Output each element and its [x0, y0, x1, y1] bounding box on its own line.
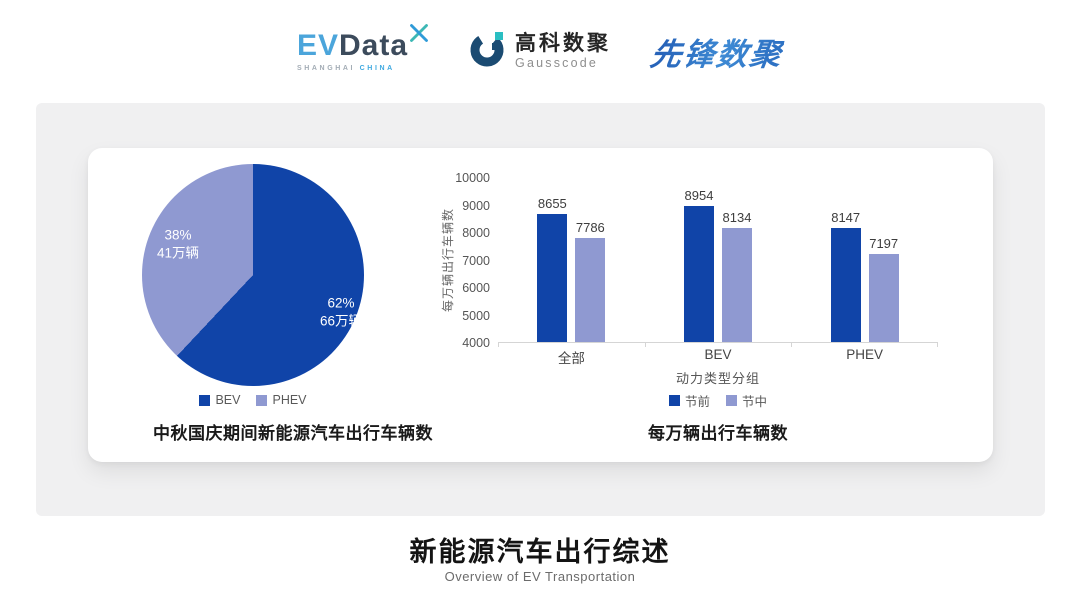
y-tick-label: 6000: [462, 281, 490, 295]
bar-节前: 8954: [684, 188, 714, 342]
evdata-logo-subtitle: SHANGHAI CHINA: [296, 64, 395, 72]
pie-chart-area: 38% 41万辆 62% 66万辆: [142, 164, 364, 386]
bar-节前: 8147: [830, 210, 861, 342]
charts-card: 38% 41万辆 62% 66万辆 BEV PHEV 中秋国庆期间新能源: [88, 148, 993, 462]
legend-swatch-mid-holiday: [726, 395, 737, 406]
legend-swatch-pre-holiday: [668, 395, 680, 406]
axis-tick: [644, 343, 646, 347]
category-axis: 全部 BEV PHEV: [498, 347, 938, 367]
legend-item-mid-holiday: 节中: [726, 391, 767, 410]
evdata-logo-ev: EV: [296, 28, 339, 62]
bar-group: 8954 8134: [645, 178, 792, 342]
page-subtitle: Overview of EV Transportation: [444, 569, 636, 584]
axis-tick: [937, 343, 938, 347]
page-title: 新能源汽车出行综述: [409, 537, 671, 567]
pie-legend: BEV PHEV: [142, 393, 364, 407]
bar-group: 8655 7786: [498, 178, 645, 342]
bar-节中: 7197: [868, 236, 899, 342]
bar-plot-area: 8655 7786 8954 8134 8147 7197: [498, 178, 938, 347]
gausscode-logo-en: Gausscode: [515, 55, 599, 70]
logo-bar: EV Data SHANGHAI CHINA: [0, 18, 1080, 84]
evdata-logo-data: Data: [339, 28, 409, 62]
y-tick-label: 8000: [462, 226, 490, 240]
y-tick-label: 5000: [462, 308, 490, 323]
category-label: BEV: [704, 347, 732, 362]
bar-value-label: 8655: [537, 196, 567, 211]
evdata-logo: EV Data SHANGHAI CHINA: [296, 23, 428, 72]
bar-节中: 7786: [575, 220, 606, 342]
pie-chart: [142, 164, 364, 386]
category-label: PHEV: [846, 347, 884, 362]
bar-value-label: 7786: [575, 220, 605, 235]
y-tick-label: 9000: [462, 198, 490, 213]
bar-节中: 8134: [722, 210, 752, 342]
gausscode-logo-cn: 高科数聚: [515, 31, 612, 55]
y-tick-label: 10000: [455, 171, 490, 185]
category-label: 全部: [557, 351, 585, 366]
bar-legend: 节前 节中: [498, 391, 938, 410]
xianfeng-logo: 先锋数聚: [648, 29, 786, 74]
legend-swatch-bev: [199, 394, 211, 406]
legend-item-bev: BEV: [199, 393, 240, 407]
pie-slice-label-phev: 38% 41万辆: [156, 227, 200, 260]
bar-chart-title: 每万辆出行车辆数: [648, 424, 788, 443]
pie-chart-title: 中秋国庆期间新能源汽车出行车辆数: [153, 424, 433, 443]
legend-item-phev: PHEV: [256, 393, 307, 407]
axis-tick: [498, 343, 499, 347]
axis-tick: [791, 343, 793, 347]
x-axis-label: 动力类型分组: [675, 371, 760, 386]
legend-item-pre-holiday: 节前: [668, 391, 710, 410]
bar-value-label: 7197: [869, 236, 899, 251]
report-panel: 38% 41万辆 62% 66万辆 BEV PHEV 中秋国庆期间新能源: [36, 103, 1045, 516]
bar-value-label: 8954: [684, 188, 714, 203]
bar-group: 8147 7197: [791, 178, 938, 342]
gausscode-logo: 高科数聚 Gausscode: [468, 30, 611, 73]
legend-swatch-phev: [256, 394, 268, 406]
y-tick-label: 4000: [462, 336, 490, 350]
gausscode-g-icon: [468, 30, 506, 73]
bar-value-label: 8134: [722, 210, 752, 225]
y-tick-label: 7000: [462, 253, 490, 268]
pie-slice-label-bev: 62% 66万辆: [319, 295, 363, 328]
bar-value-label: 8147: [831, 210, 861, 225]
bar-节前: 8655: [537, 196, 568, 342]
evdata-x-icon: [409, 23, 429, 47]
